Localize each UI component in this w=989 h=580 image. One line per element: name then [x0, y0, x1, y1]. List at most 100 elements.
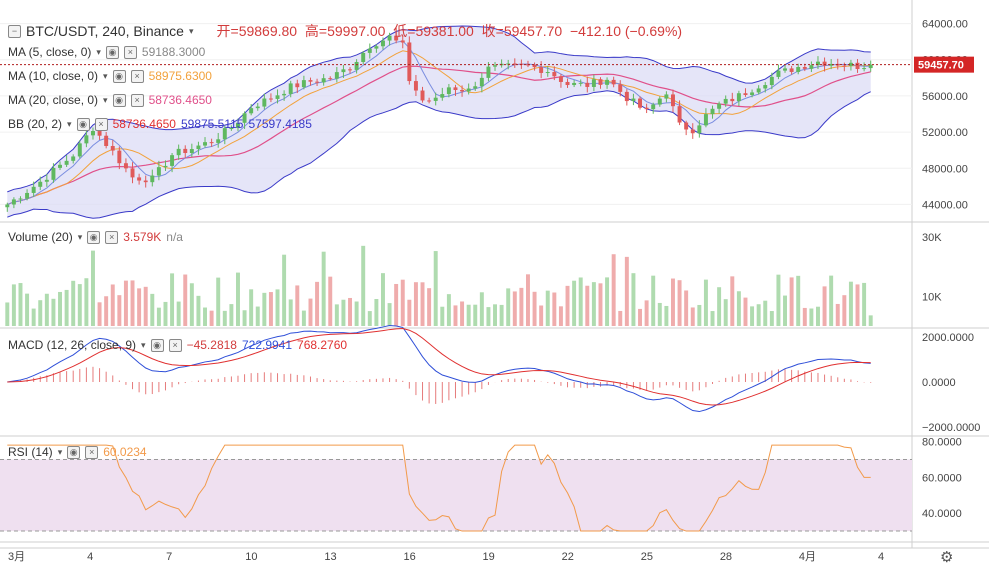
chevron-down-icon[interactable]: ▾ [141, 339, 146, 350]
volume-bar [288, 299, 293, 326]
volume-bar [638, 308, 642, 326]
volume-bar [598, 283, 603, 326]
ma5-label: MA (5, close, 0) [8, 45, 92, 59]
volume-bar [236, 272, 240, 326]
ma10-legend[interactable]: MA (10, close, 0) ▾ ◉ × 58975.6300 [8, 69, 212, 83]
volume-bar [578, 277, 583, 326]
volume-bar [743, 297, 748, 326]
volume-bar [189, 283, 194, 326]
close-icon[interactable]: × [123, 45, 137, 59]
close-icon[interactable]: × [94, 117, 108, 131]
candle-body [750, 92, 755, 95]
volume-bar [275, 289, 280, 326]
candle-body [618, 84, 623, 92]
volume-bar [5, 302, 10, 326]
volume-bar [25, 293, 30, 326]
candle-body [137, 177, 142, 181]
candle-body [796, 67, 801, 72]
candle-body [163, 165, 168, 168]
candle-body [730, 98, 735, 102]
open-label: 开 [216, 23, 231, 39]
volume-bar [407, 299, 412, 326]
bollinger-upper-line [7, 25, 871, 193]
close-icon[interactable]: × [130, 69, 144, 83]
time-tick-label: 3月 [8, 551, 25, 563]
volume-legend[interactable]: Volume (20) ▾ ◉ × 3.579K n/a [8, 230, 183, 244]
chevron-down-icon[interactable]: ▾ [96, 46, 101, 57]
rsi-band-fill [0, 459, 912, 532]
candle-body [776, 70, 781, 77]
chevron-down-icon[interactable]: ▾ [103, 70, 108, 81]
candle-body [97, 131, 102, 136]
volume-bar [552, 292, 557, 326]
rsi-legend[interactable]: RSI (14) ▾ ◉ × 60.0234 [8, 445, 147, 459]
candle-body [11, 199, 16, 205]
price-tick-label: 52000.00 [922, 127, 968, 139]
volume-bar [11, 284, 16, 326]
candle-body [130, 168, 135, 178]
volume-bar [137, 288, 142, 326]
close-icon[interactable]: × [168, 338, 182, 352]
close-icon[interactable]: × [85, 445, 99, 459]
volume-bar [361, 245, 366, 326]
close-icon[interactable]: × [130, 93, 144, 107]
candle-body [262, 98, 267, 107]
candle-body [809, 65, 814, 69]
volume-bar [677, 280, 682, 326]
bb-legend[interactable]: BB (20, 2) ▾ ◉ × 58736.4650 59875.5115 57… [8, 117, 312, 131]
candle-body [170, 155, 175, 166]
candle-body [222, 128, 227, 140]
macd-legend[interactable]: MACD (12, 26, close, 9) ▾ ◉ × −45.2818 72… [8, 338, 347, 352]
volume-bar [117, 295, 122, 326]
candle-body [427, 100, 432, 102]
time-tick-label: 4月 [799, 551, 816, 563]
candle-body [341, 69, 346, 73]
volume-bar [387, 303, 392, 326]
gear-icon[interactable]: ⚙ [940, 549, 953, 566]
volume-bar [802, 307, 807, 326]
candle-body [493, 65, 497, 67]
chevron-down-icon[interactable]: ▾ [67, 118, 72, 129]
candle-body [697, 125, 702, 134]
candle-body [255, 106, 260, 109]
candle-body [381, 40, 385, 47]
candle-body [842, 65, 847, 67]
volume-bar [750, 306, 755, 326]
eye-icon[interactable]: ◉ [67, 445, 81, 459]
chevron-down-icon[interactable]: ▾ [188, 25, 194, 36]
volume-bar [539, 305, 544, 326]
collapse-icon[interactable]: − [8, 24, 21, 38]
volume-bar [829, 275, 834, 326]
chevron-down-icon[interactable]: ▾ [77, 231, 83, 242]
macd-hist-value: −45.2818 [186, 338, 237, 352]
volume-bar [321, 251, 326, 326]
eye-icon[interactable]: ◉ [112, 93, 126, 107]
candle-body [717, 103, 722, 109]
time-tick-label: 4 [87, 551, 93, 563]
close-icon[interactable]: × [105, 230, 119, 244]
volume-bar [348, 297, 352, 326]
ma5-legend[interactable]: MA (5, close, 0) ▾ ◉ × 59188.3000 [8, 45, 205, 59]
candle-body [301, 80, 306, 88]
eye-icon[interactable]: ◉ [76, 117, 90, 131]
volume-bar [413, 282, 418, 326]
volume-bar [809, 308, 814, 326]
volume-bar [532, 291, 537, 326]
high-label: 高 [304, 23, 319, 39]
chevron-down-icon[interactable]: ▾ [57, 446, 63, 457]
candle-body [156, 167, 161, 176]
ma20-legend[interactable]: MA (20, close, 0) ▾ ◉ × 58736.4650 [8, 93, 212, 107]
bb-label: BB (20, 2) [8, 117, 63, 131]
volume-bar [354, 301, 359, 326]
eye-icon[interactable]: ◉ [150, 338, 164, 352]
volume-bar [209, 310, 214, 326]
candle-body [104, 135, 109, 146]
rsi-tick-label: 80.0000 [922, 437, 962, 449]
eye-icon[interactable]: ◉ [112, 69, 126, 83]
price-tick-label: 44000.00 [922, 199, 968, 211]
candle-body [196, 145, 201, 150]
eye-icon[interactable]: ◉ [105, 45, 119, 59]
chevron-down-icon[interactable]: ▾ [103, 94, 108, 105]
eye-icon[interactable]: ◉ [87, 230, 101, 244]
